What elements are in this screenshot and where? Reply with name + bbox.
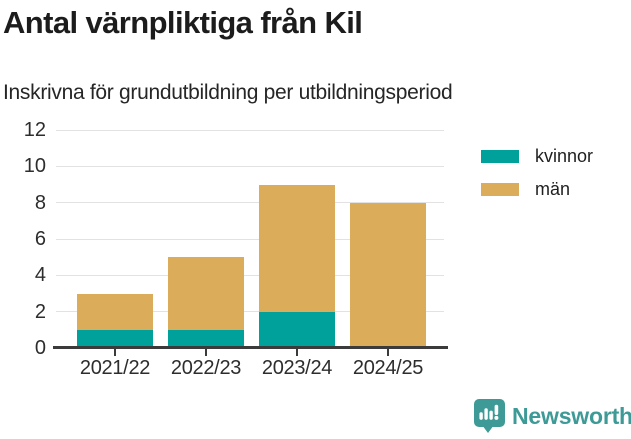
bar-segment-män xyxy=(259,184,335,312)
x-tick-mark xyxy=(296,349,298,356)
gridline xyxy=(56,311,444,313)
x-tick-mark xyxy=(387,349,389,356)
legend-item-kvinnor: kvinnor xyxy=(481,146,593,167)
bar-segment-kvinnor xyxy=(259,311,335,348)
y-axis-tick-label: 12 xyxy=(23,119,46,141)
chart-subtitle: Inskrivna för grundutbildning per utbild… xyxy=(3,81,453,104)
x-tick-mark xyxy=(114,349,116,356)
legend-swatch-man xyxy=(481,183,519,196)
legend-swatch-kvinnor xyxy=(481,150,519,163)
x-axis-tick-label: 2023/24 xyxy=(261,357,333,379)
gridline xyxy=(56,274,444,276)
y-axis-tick-label: 2 xyxy=(34,300,46,323)
gridline xyxy=(56,165,444,167)
newsworthy-brand-link[interactable]: Newsworthy xyxy=(474,399,631,433)
x-axis-labels: 2021/22 2022/23 2023/24 2024/25 xyxy=(56,357,444,383)
legend-item-man: män xyxy=(481,179,593,200)
gridline xyxy=(56,202,444,204)
bar-segment-kvinnor xyxy=(168,329,244,348)
y-axis-tick-label: 4 xyxy=(34,264,46,287)
legend-label-kvinnor: kvinnor xyxy=(535,146,594,166)
newsworthy-logo-icon xyxy=(474,399,505,433)
brand-name: Newsworthy xyxy=(512,402,631,429)
y-axis-tick-label: 10 xyxy=(23,155,46,178)
legend-label-man: män xyxy=(535,179,571,199)
x-axis-tick-label: 2022/23 xyxy=(170,357,242,379)
x-tick-mark xyxy=(205,349,207,356)
bar-segment-män xyxy=(77,293,153,330)
y-axis: 0 2 4 6 8 10 12 xyxy=(0,119,46,359)
plot-area xyxy=(56,129,444,348)
y-axis-tick-label: 0 xyxy=(34,337,46,359)
y-axis-tick-label: 6 xyxy=(34,228,46,250)
y-axis-tick-label: 8 xyxy=(34,191,46,214)
bar-segment-män xyxy=(168,257,244,330)
legend: kvinnor män xyxy=(481,146,593,212)
bar-segment-män xyxy=(350,202,426,348)
gridline xyxy=(56,238,444,240)
gridline xyxy=(56,129,444,131)
x-axis-tick-label: 2021/22 xyxy=(79,357,151,379)
x-axis-tick-label: 2024/25 xyxy=(352,357,424,379)
bar-segment-kvinnor xyxy=(77,329,153,348)
chart-title: Antal värnpliktiga från Kil xyxy=(3,5,363,40)
x-axis-line xyxy=(53,346,448,349)
